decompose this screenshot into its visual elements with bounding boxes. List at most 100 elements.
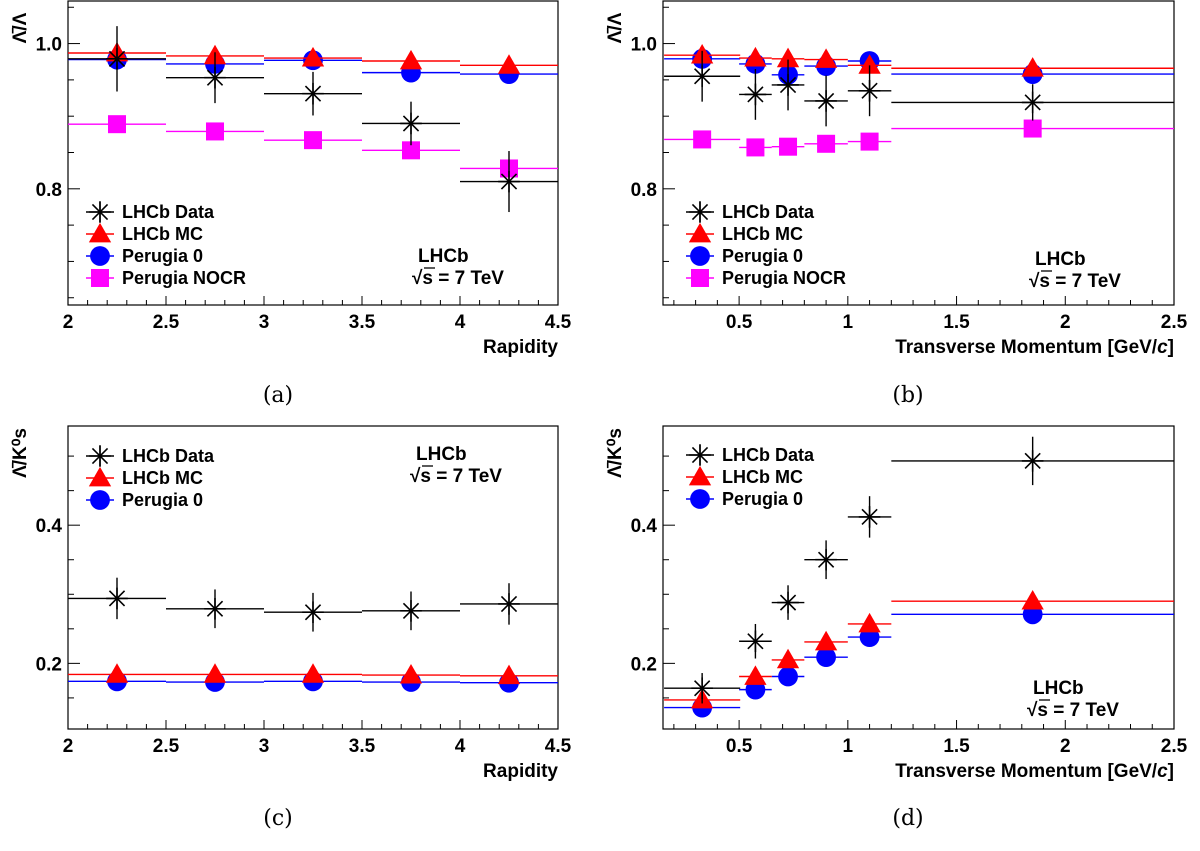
data-point-star: [858, 506, 881, 528]
legend-marker-circle: [690, 489, 710, 509]
legend-marker-circle: [90, 246, 110, 266]
data-point-triangle: [858, 612, 881, 633]
y-tick-label: 1.0: [631, 35, 657, 56]
data-point-star: [858, 79, 881, 102]
lhcb-annotation: LHCb√s = 7 TeV: [410, 444, 502, 487]
legend-label: Perugia NOCR: [722, 268, 846, 288]
legend-entry-perugia-0: Perugia 0: [686, 489, 803, 509]
y-tick-label: 0.2: [36, 654, 62, 675]
x-tick-label: 2.5: [153, 312, 180, 333]
data-point-triangle: [1021, 57, 1044, 77]
data-point-star: [106, 587, 128, 610]
energy-label: √s = 7 TeV: [1029, 271, 1121, 292]
panel-b: 0.5 1 1.5 2 2.5 0.8 1.0 Transverse Momentum [Ge…: [605, 0, 1188, 408]
legend-label: Perugia 0: [122, 246, 203, 266]
legend-entry-perugia-0: Perugia 0: [686, 246, 803, 266]
x-tick-label: 4.5: [545, 312, 572, 333]
legend-label: Perugia 0: [722, 246, 803, 266]
data-point-star: [815, 548, 837, 571]
data-point-triangle: [105, 663, 129, 683]
series-lhcb-mc: [68, 663, 558, 685]
data-point-circle: [816, 647, 836, 668]
energy-label: √s = 7 TeV: [1027, 700, 1119, 721]
panel-d: 0.5 1 1.5 2 2.5 0.2 0.4 Transverse Momentum [Ge…: [605, 425, 1188, 831]
legend-entry-lhcb-data: LHCb Data: [86, 445, 215, 467]
experiment-label: LHCb: [416, 444, 467, 465]
x-tick-label: 3.5: [349, 312, 376, 333]
data-point-star: [815, 90, 837, 112]
data-point-triangle: [776, 47, 800, 68]
legend-entry-lhcb-data: LHCb Data: [686, 201, 815, 223]
legend-marker-square: [91, 269, 109, 287]
x-tick-label: 2.5: [153, 736, 180, 757]
data-point-square: [1023, 119, 1042, 138]
data-point-square: [779, 137, 798, 156]
experiment-label: LHCb: [418, 246, 469, 267]
x-tick-label: 3.5: [349, 736, 376, 757]
legend-marker-star: [89, 445, 111, 467]
series-perugia-nocr: [664, 119, 1174, 157]
y-axis-title: Λ̄/K⁰s: [605, 428, 626, 478]
data-point-square: [304, 131, 322, 150]
data-point-star: [777, 591, 799, 614]
y-axis-title: Λ̄/Λ: [10, 12, 31, 43]
energy-label: √s = 7 TeV: [412, 268, 504, 289]
series-perugia-0: [664, 48, 1174, 85]
x-tick-label: 4: [455, 736, 466, 757]
legend-label: LHCb Data: [722, 445, 815, 465]
data-point-square: [693, 130, 712, 149]
legend-marker-star: [689, 444, 711, 466]
data-point-triangle: [301, 663, 325, 683]
data-point-triangle: [1021, 590, 1044, 610]
x-tick-label: 2: [63, 312, 74, 333]
x-tick-label: 4: [455, 312, 466, 333]
y-tick-label: 0.2: [631, 654, 657, 675]
x-tick-label: 1: [843, 312, 854, 333]
series-lhcb-data: [68, 26, 558, 213]
data-point-star: [400, 600, 422, 622]
x-tick-label: 2.5: [1161, 312, 1188, 333]
data-point-star: [204, 597, 226, 620]
data-point-star: [691, 677, 713, 700]
legend-label: Perugia NOCR: [122, 268, 246, 288]
data-point-triangle: [399, 49, 423, 70]
legend-entry-lhcb-mc: LHCb MC: [686, 222, 803, 244]
x-tick-label: 2.5: [1161, 736, 1188, 757]
legend-marker-triangle: [688, 465, 712, 486]
y-tick-label: 0.8: [36, 180, 62, 201]
data-point-square: [206, 122, 224, 141]
legend-entry-perugia-nocr: Perugia NOCR: [686, 268, 846, 288]
data-point-star: [777, 74, 799, 96]
legend-marker-triangle: [88, 222, 112, 243]
series-lhcb-data: [664, 50, 1174, 127]
legend-marker-circle: [690, 246, 710, 266]
x-tick-label: 2: [1060, 736, 1071, 757]
data-point-star: [302, 601, 324, 624]
legend-label: LHCb MC: [722, 224, 803, 244]
series-lhcb-mc: [664, 590, 1174, 709]
legend-label: LHCb MC: [122, 224, 203, 244]
data-point-triangle: [497, 54, 521, 74]
panel-caption: (d): [892, 806, 923, 831]
data-point-triangle: [497, 664, 521, 685]
data-point-triangle: [399, 663, 423, 684]
data-point-star: [302, 82, 324, 105]
series-lhcb-data: [664, 436, 1174, 704]
data-point-square: [817, 134, 836, 153]
x-tick-label: 4.5: [545, 736, 572, 757]
x-axis-title: Transverse Momentum [GeV/c]: [895, 761, 1174, 782]
legend-entry-perugia-nocr: Perugia NOCR: [86, 268, 246, 288]
data-point-circle: [778, 666, 798, 687]
data-point-star: [744, 630, 767, 653]
x-tick-label: 3: [259, 736, 270, 757]
y-axis-title: Λ̄/Λ: [605, 12, 626, 43]
data-point-square: [746, 138, 765, 157]
data-point-star: [400, 112, 422, 135]
data-point-triangle: [776, 648, 800, 669]
data-point-square: [402, 141, 420, 160]
series-perugia-nocr: [68, 115, 558, 178]
data-point-triangle: [814, 630, 838, 651]
